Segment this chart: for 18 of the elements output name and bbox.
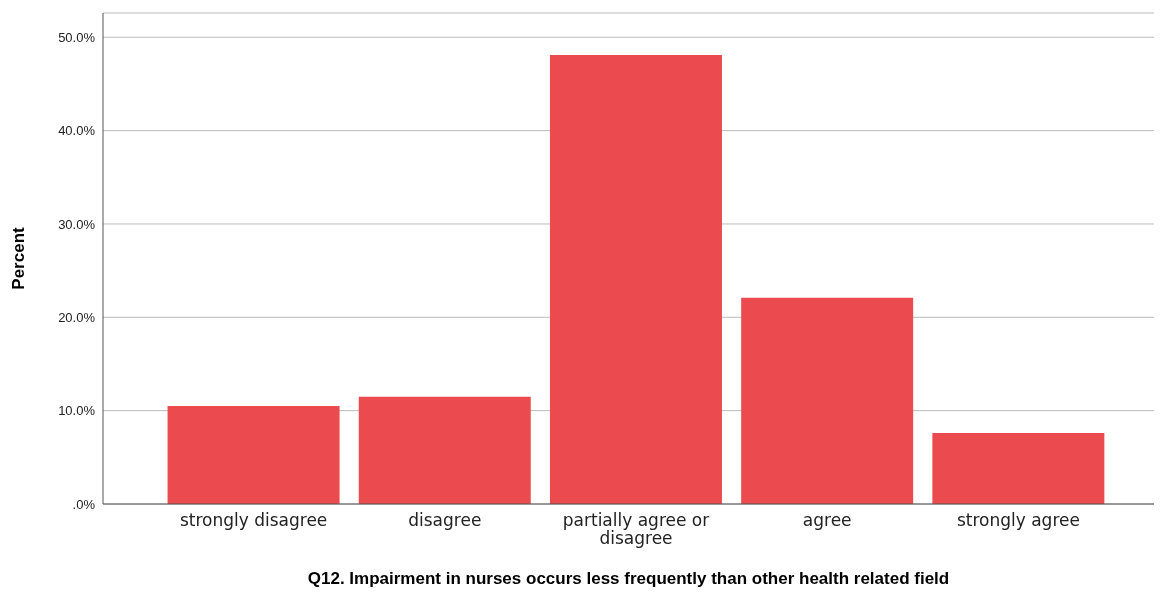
y-tick-label: 10.0% xyxy=(58,403,96,419)
y-tick-label: .0% xyxy=(72,496,96,512)
y-tick-label: 30.0% xyxy=(58,216,96,232)
bar xyxy=(549,55,722,504)
x-tick-label: disagree xyxy=(408,510,482,530)
x-tick-label: partially agree or disagree xyxy=(562,510,710,548)
y-tick-label: 20.0% xyxy=(58,309,96,325)
bar xyxy=(741,297,914,504)
x-axis-title: Q12. Impairment in nurses occurs less frequently than other health related field xyxy=(307,569,950,588)
x-tick-label: strongly agree xyxy=(956,510,1080,530)
bar xyxy=(358,396,531,504)
y-tick-label: 40.0% xyxy=(58,123,96,139)
bar xyxy=(167,405,340,504)
y-axis-title: Percent xyxy=(9,226,29,290)
x-tick-label: strongly disagree xyxy=(179,510,328,530)
bar xyxy=(932,433,1105,504)
y-tick-label: 50.0% xyxy=(58,29,96,45)
x-tick-label: agree xyxy=(802,510,852,530)
